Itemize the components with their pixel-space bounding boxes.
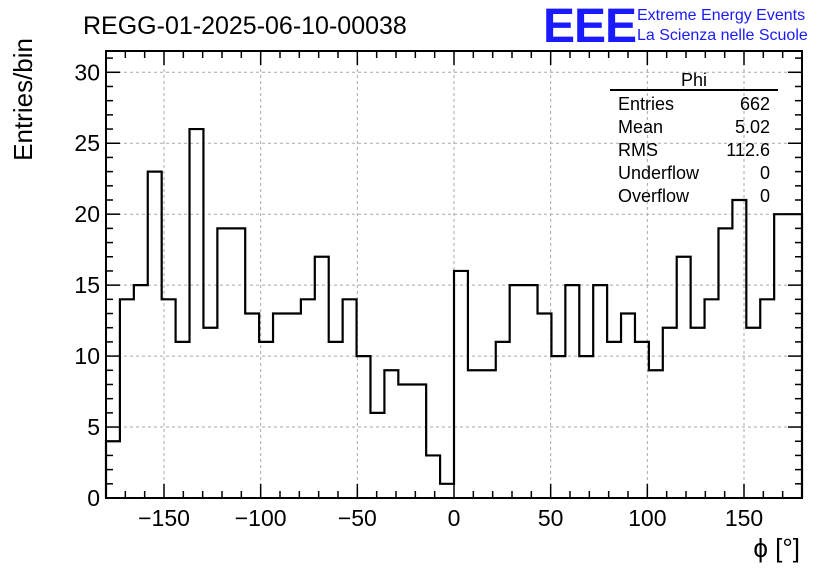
- stats-title: Phi: [681, 70, 707, 90]
- y-tick-label: 25: [74, 130, 100, 156]
- x-tick-label: −50: [338, 505, 377, 531]
- stats-row-value: 0: [760, 163, 770, 183]
- histogram-outline: [104, 127, 804, 498]
- y-axis-title: Entries/bin: [8, 38, 38, 161]
- x-tick-label: −150: [138, 505, 190, 531]
- stats-box: Phi Entries 662 Mean 5.02 RMS 112.6 Underflow 0…: [610, 70, 778, 206]
- stats-row-label: Underflow: [618, 163, 700, 183]
- x-tick-label: 150: [725, 505, 763, 531]
- y-tick-label: 0: [87, 485, 100, 511]
- stats-rows: Entries 662 Mean 5.02 RMS 112.6 Underflow 0 Over…: [618, 94, 770, 206]
- y-tick-label: 30: [74, 59, 100, 85]
- stats-row-value: 5.02: [735, 117, 770, 137]
- stats-row-value: 662: [740, 94, 770, 114]
- stats-row-label: Mean: [618, 117, 663, 137]
- stats-row-label: Entries: [618, 94, 674, 114]
- y-tick-labels: 0 5 10 15 20 25 30: [74, 59, 100, 511]
- x-tick-label: 100: [628, 505, 666, 531]
- logo-line1: Extreme Energy Events: [637, 7, 805, 24]
- stats-row-value: 0: [760, 186, 770, 206]
- x-tick-labels: −150 −100 −50 0 50 100 150: [138, 505, 763, 531]
- logo-mark: EEE: [543, 0, 636, 53]
- y-tick-label: 20: [74, 201, 100, 227]
- stats-row-label: Overflow: [618, 186, 690, 206]
- x-tick-label: 0: [448, 505, 461, 531]
- x-tick-label: −100: [235, 505, 287, 531]
- y-tick-label: 5: [87, 414, 100, 440]
- y-tick-label: 15: [74, 272, 100, 298]
- stats-row-value: 112.6: [726, 140, 770, 160]
- x-tick-label: 50: [538, 505, 564, 531]
- axis-ticks: [106, 51, 802, 499]
- chart-title: REGG-01-2025-06-10-00038: [83, 12, 407, 40]
- eee-logo: EEE Extreme Energy Events La Scienza nel…: [543, 0, 808, 53]
- y-tick-label: 10: [74, 343, 100, 369]
- stats-row-label: RMS: [618, 140, 658, 160]
- logo-line2: La Scienza nelle Scuole: [637, 27, 808, 44]
- x-axis-title: ϕ [°]: [753, 533, 800, 563]
